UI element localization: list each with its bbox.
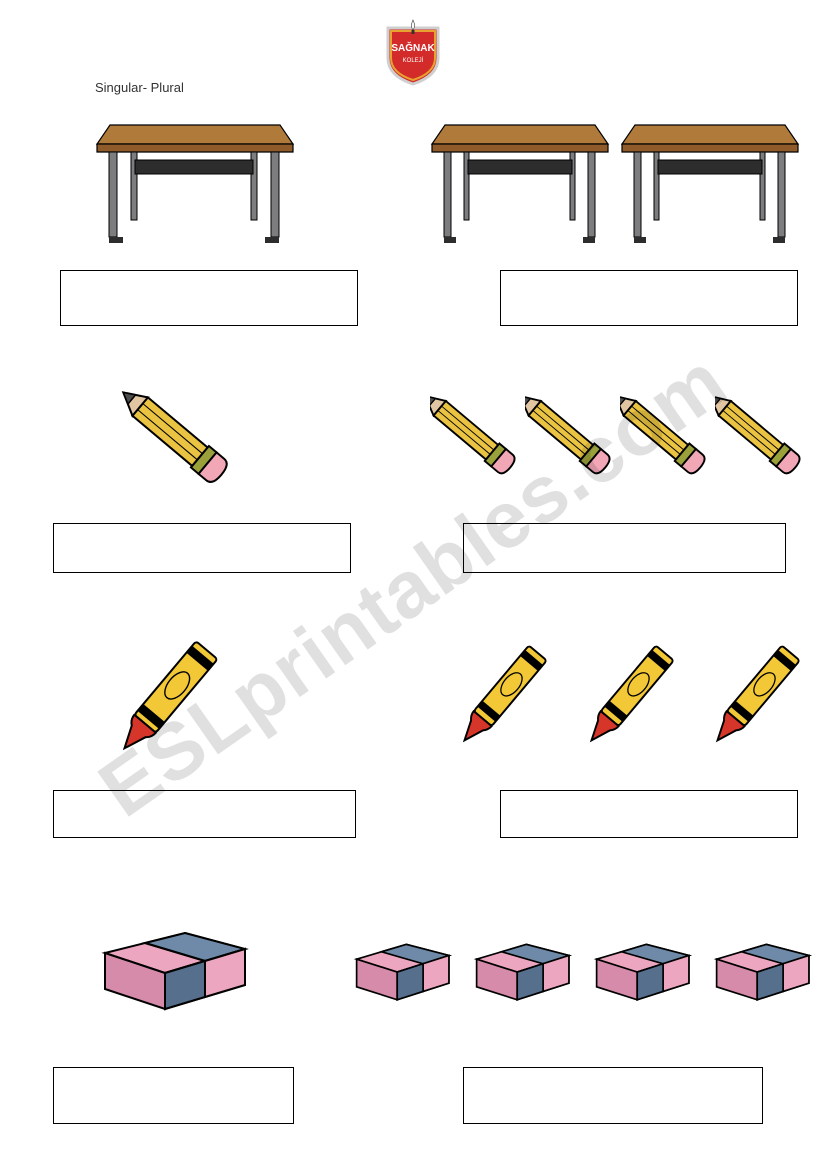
svg-text:KOLEJİ: KOLEJİ (403, 57, 424, 64)
eraser-singular-image (65, 908, 275, 1038)
eraser-icon (597, 944, 689, 999)
crayon-icon (114, 641, 218, 757)
crayon-plural-answer-box[interactable] (500, 790, 798, 838)
desk-plural-answer-box[interactable] (500, 270, 798, 326)
crayon-plural-image (435, 625, 815, 775)
eraser-plural-image (340, 908, 820, 1038)
crayon-singular-image (60, 625, 270, 775)
svg-text:SAĞNAK: SAĞNAK (391, 41, 435, 54)
pencil-singular-answer-box[interactable] (53, 523, 351, 573)
crayon-icon (582, 645, 673, 747)
logo-badge: SAĞNAK KOLEJİ (378, 16, 448, 86)
pencil-icon (430, 387, 518, 476)
pencil-plural-answer-box[interactable] (463, 523, 786, 573)
crayon-singular-answer-box[interactable] (53, 790, 356, 838)
desk-icon (97, 125, 293, 243)
eraser-icon (477, 944, 569, 999)
eraser-singular-answer-box[interactable] (53, 1067, 294, 1124)
pencil-singular-image (80, 370, 280, 510)
eraser-icon (357, 944, 449, 999)
eraser-icon (105, 933, 245, 1009)
eraser-plural-answer-box[interactable] (463, 1067, 763, 1124)
pencil-icon (715, 387, 803, 476)
crayon-icon (456, 645, 547, 747)
eraser-icon (717, 944, 809, 999)
pencil-icon (525, 387, 613, 476)
desk-singular-answer-box[interactable] (60, 270, 358, 326)
worksheet-title: Singular- Plural (95, 80, 184, 95)
desk-icon (432, 125, 608, 243)
desk-plural-image (430, 100, 810, 255)
worksheet-page: SAĞNAK KOLEJİ Singular- Plural (0, 0, 826, 1169)
pencil-icon (120, 382, 230, 486)
desk-singular-image (95, 100, 295, 255)
pencil-icon (620, 387, 708, 476)
desk-icon (622, 125, 798, 243)
pencil-plural-image (430, 370, 810, 510)
crayon-icon (709, 645, 800, 747)
